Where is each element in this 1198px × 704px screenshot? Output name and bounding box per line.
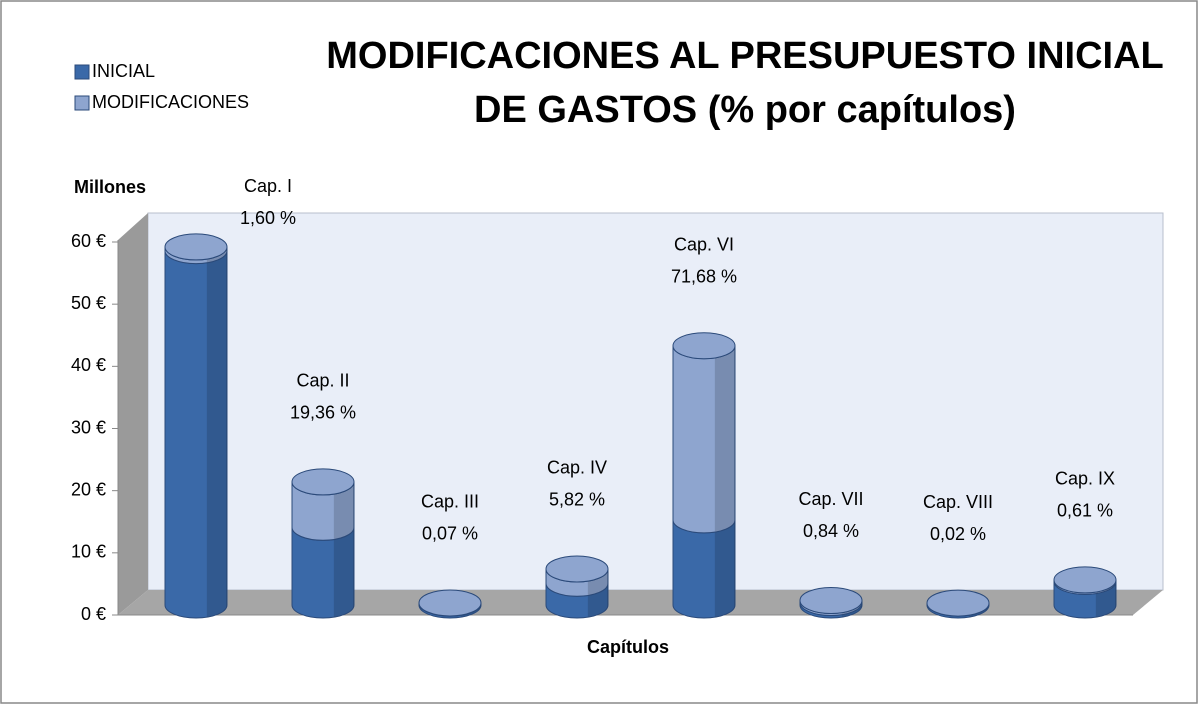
cylinder-top xyxy=(799,586,863,614)
y-tick-label: 10 € xyxy=(71,542,106,562)
cylinder-top xyxy=(672,332,736,360)
share-label: 0,07 % xyxy=(422,524,478,544)
chart-title: MODIFICACIONES AL PRESUPUESTO INICIAL xyxy=(326,35,1163,77)
legend-swatch xyxy=(74,95,90,111)
y-tick-label: 50 € xyxy=(71,293,106,313)
y-tick-label: 20 € xyxy=(71,479,106,499)
y-axis-label: Millones xyxy=(74,177,146,197)
x-axis-label: Capítulos xyxy=(587,637,669,657)
category-label: Cap. VII xyxy=(798,489,863,509)
y-tick-label: 60 € xyxy=(71,231,106,251)
cylinder-top xyxy=(291,468,355,496)
cylinder-top xyxy=(1053,566,1117,594)
share-label: 1,60 % xyxy=(240,208,296,228)
cylinder-shade xyxy=(714,345,735,532)
cylinder-top xyxy=(418,589,482,617)
category-label: Cap. II xyxy=(296,371,349,391)
y-tick-label: 30 € xyxy=(71,417,106,437)
y-tick-label: 40 € xyxy=(71,355,106,375)
category-label: Cap. VI xyxy=(674,235,734,255)
share-label: 71,68 % xyxy=(671,267,737,287)
cylinder-shade xyxy=(714,519,735,617)
cylinder-shade xyxy=(206,250,227,617)
category-label: Cap. IV xyxy=(547,458,607,478)
share-label: 0,02 % xyxy=(930,524,986,544)
cylinder-top xyxy=(545,555,609,583)
chart-title: DE GASTOS (% por capítulos) xyxy=(474,89,1016,131)
side-wall xyxy=(118,213,148,615)
category-label: Cap. III xyxy=(421,492,479,512)
cylinder-shade xyxy=(333,527,354,617)
cylinder-top xyxy=(926,589,990,617)
y-tick-label: 0 € xyxy=(81,604,106,624)
share-label: 19,36 % xyxy=(290,403,356,423)
legend-label: INICIAL xyxy=(92,61,155,81)
legend-swatch xyxy=(74,64,90,80)
category-label: Cap. VIII xyxy=(923,492,993,512)
share-label: 0,61 % xyxy=(1057,501,1113,521)
cylinder-shade xyxy=(333,481,354,539)
category-label: Cap. I xyxy=(244,176,292,196)
share-label: 0,84 % xyxy=(803,521,859,541)
share-label: 5,82 % xyxy=(549,490,605,510)
category-label: Cap. IX xyxy=(1055,469,1115,489)
legend-label: MODIFICACIONES xyxy=(92,92,249,112)
floor xyxy=(118,590,1163,615)
cylinder-top xyxy=(164,233,228,261)
